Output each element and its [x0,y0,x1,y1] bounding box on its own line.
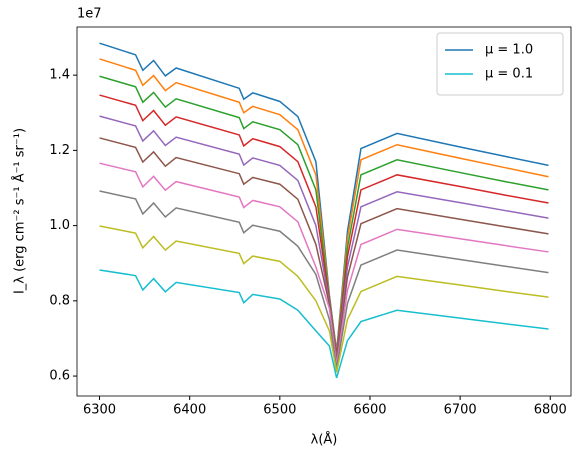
legend-box [436,32,564,96]
legend-label: μ = 1.0 [485,43,533,58]
data-line [99,190,549,369]
y-tick-label: 1.2 [49,143,70,158]
offset-label: 1e7 [77,7,102,22]
x-axis-label: λ(Å) [311,432,338,448]
y-tick-label: 1.4 [49,68,70,83]
y-tick-label: 0.6 [49,369,70,384]
data-line [99,225,549,373]
data-line [99,94,549,358]
legend-label: μ = 0.1 [485,67,533,82]
x-tick-label: 6300 [83,403,116,418]
x-tick-label: 6500 [263,403,296,418]
data-line [99,58,549,354]
plot-frame [76,26,572,397]
data-line [99,42,549,352]
data-line [99,75,549,356]
x-tick-label: 6800 [534,403,567,418]
data-line [99,137,549,362]
data-line [99,115,549,360]
y-axis-label: I_λ (erg cm⁻² s⁻¹ Å⁻¹ sr⁻¹) [12,128,28,294]
x-tick-label: 6400 [173,403,206,418]
data-line [99,162,549,365]
x-tick-label: 6700 [444,403,477,418]
x-tick-label: 6600 [353,403,386,418]
y-tick-label: 0.8 [49,293,70,308]
data-line [99,269,549,379]
y-tick-label: 1.0 [49,218,70,233]
